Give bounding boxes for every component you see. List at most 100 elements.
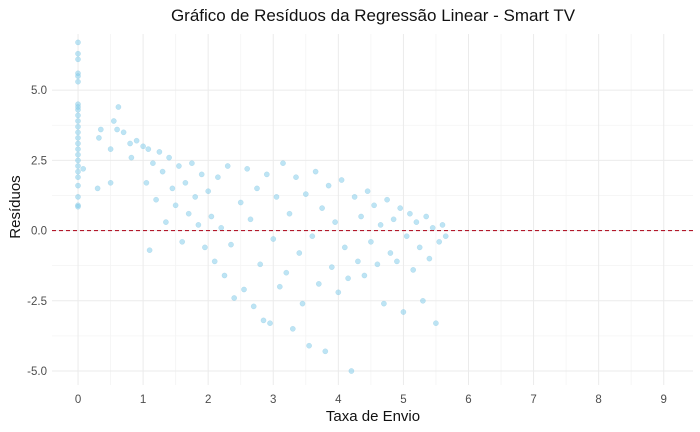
data-point: [436, 238, 443, 245]
data-point: [215, 174, 221, 181]
data-point: [276, 283, 283, 290]
data-point: [75, 78, 81, 85]
x-tick-label: 3: [270, 394, 276, 406]
data-point: [293, 174, 299, 181]
data-point: [75, 182, 81, 189]
data-point: [75, 112, 81, 119]
data-point: [283, 269, 290, 276]
data-point: [315, 281, 322, 287]
x-axis-label: Taxa de Envio: [326, 408, 420, 425]
data-point: [286, 210, 293, 217]
data-point: [407, 210, 413, 217]
data-point: [273, 194, 280, 200]
data-point: [218, 224, 225, 231]
data-point: [416, 244, 423, 251]
data-point: [75, 129, 81, 136]
data-point: [420, 297, 426, 304]
data-point: [377, 222, 384, 228]
data-point: [156, 149, 163, 155]
data-point: [75, 146, 81, 152]
data-point: [110, 118, 117, 124]
data-point: [328, 264, 335, 270]
data-point: [309, 233, 316, 240]
data-point: [75, 140, 81, 147]
x-tick-label: 8: [595, 394, 601, 406]
data-point: [322, 348, 329, 355]
data-point: [128, 154, 135, 161]
data-point: [312, 168, 319, 175]
data-point: [192, 194, 199, 200]
data-point: [390, 216, 397, 223]
data-point: [97, 126, 104, 133]
data-point: [120, 129, 127, 136]
data-point: [442, 233, 449, 240]
data-point: [247, 216, 254, 223]
data-point: [133, 137, 140, 144]
x-tick-label: 9: [661, 394, 667, 406]
grid: [52, 34, 693, 385]
data-point: [341, 244, 348, 251]
y-tick-label: -2.5: [27, 296, 47, 308]
data-point: [381, 300, 387, 307]
data-point: [75, 73, 81, 79]
data-point: [75, 174, 81, 181]
data-point: [176, 163, 182, 169]
data-point: [250, 303, 257, 310]
data-point: [107, 146, 114, 152]
chart-title: Gráfico de Resíduos da Regressão Linear …: [171, 6, 576, 25]
data-point: [96, 135, 102, 141]
x-tick-label: 6: [465, 394, 471, 406]
data-point: [368, 238, 374, 245]
data-point: [127, 140, 133, 147]
data-point: [289, 325, 296, 332]
data-point: [371, 202, 377, 209]
x-tick-label: 2: [205, 394, 211, 406]
data-point: [228, 241, 234, 248]
data-point: [394, 258, 400, 265]
data-point: [146, 247, 153, 254]
data-point: [107, 179, 114, 186]
data-point: [75, 135, 81, 141]
data-point: [348, 368, 355, 374]
data-point: [75, 56, 81, 63]
data-point: [335, 289, 342, 296]
x-tick-label: 0: [75, 394, 81, 406]
x-tick-label: 5: [400, 394, 406, 406]
data-point: [221, 272, 228, 279]
data-point: [361, 272, 368, 279]
data-point: [75, 123, 81, 130]
data-point: [254, 185, 260, 192]
data-point: [270, 236, 277, 242]
data-point: [75, 39, 81, 46]
data-point: [263, 171, 270, 178]
data-point: [145, 146, 152, 152]
data-point: [237, 199, 244, 206]
y-axis-label: Resíduos: [7, 175, 24, 238]
data-point: [244, 165, 251, 172]
data-point: [166, 154, 172, 161]
data-point: [208, 213, 215, 220]
data-point: [241, 286, 247, 293]
y-tick-label: 0.0: [31, 226, 47, 238]
data-point: [260, 317, 267, 324]
data-point: [374, 261, 381, 268]
data-points: [75, 39, 449, 374]
data-point: [325, 182, 332, 189]
data-point: [179, 238, 186, 245]
data-point: [410, 267, 417, 273]
data-point: [75, 157, 81, 164]
data-point: [429, 224, 436, 231]
data-point: [338, 177, 345, 183]
data-point: [387, 250, 394, 256]
data-point: [439, 222, 446, 228]
data-point: [182, 179, 189, 186]
data-point: [75, 118, 81, 124]
data-point: [296, 250, 303, 256]
data-point: [75, 194, 81, 200]
data-point: [150, 160, 156, 167]
x-tick-label: 1: [140, 394, 146, 406]
data-point: [345, 275, 351, 282]
data-point: [114, 126, 120, 133]
data-point: [202, 244, 208, 251]
